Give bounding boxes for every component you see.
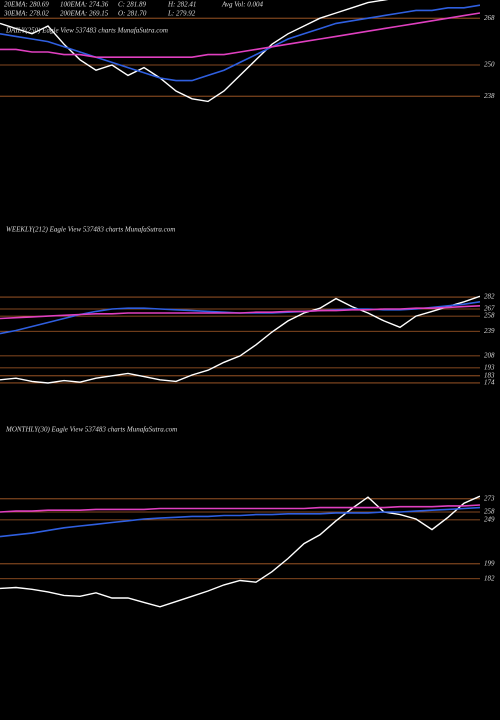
annotation: C: 281.89 [118, 1, 147, 9]
y-tick-label: 199 [484, 559, 495, 567]
series-line [0, 495, 480, 608]
y-tick-label: 282 [484, 293, 495, 301]
panel-title: WEEKLY(212) Eagle View 537483 charts Mun… [6, 226, 175, 234]
y-tick-label: 258 [484, 508, 495, 516]
annotation: O: 281.70 [118, 10, 147, 18]
y-tick-label: 238 [484, 92, 495, 100]
annotation: L: 279.92 [167, 10, 196, 18]
series-line [0, 295, 480, 384]
y-tick-label: 273 [484, 494, 495, 502]
y-tick-label: 193 [484, 363, 495, 371]
series-line [0, 305, 480, 320]
plot [0, 495, 480, 608]
series-line [0, 0, 389, 103]
y-tick-label: 258 [484, 312, 495, 320]
annotation: 30EMA: 278.02 [3, 10, 49, 18]
annotation: 200EMA: 269.15 [60, 10, 109, 18]
panel-title: MONTHLY(30) Eagle View 537483 charts Mun… [5, 426, 177, 434]
y-tick-label: 250 [484, 61, 495, 69]
series-line [0, 4, 480, 82]
annotation: 100EMA: 274.36 [60, 1, 109, 9]
series-line [0, 301, 480, 335]
series-line [0, 12, 480, 58]
y-tick-label: 183 [484, 371, 495, 379]
annotation: 20EMA: 280.69 [4, 1, 49, 9]
plot [0, 295, 480, 384]
y-tick-label: 182 [484, 574, 495, 582]
y-tick-label: 268 [484, 14, 495, 22]
plot [0, 0, 480, 103]
y-tick-label: 267 [484, 305, 495, 313]
annotation: Avg Vol: 0.004 [221, 1, 264, 9]
series-line [0, 504, 480, 513]
y-tick-label: 249 [484, 516, 495, 524]
y-tick-label: 208 [484, 352, 495, 360]
series-line [0, 506, 480, 538]
y-tick-label: 239 [484, 327, 495, 335]
panel-title: DAILY(250) Eagle View 537483 charts Muna… [5, 27, 168, 35]
y-tick-label: 174 [484, 379, 495, 387]
annotation: H: 282.41 [167, 1, 196, 9]
